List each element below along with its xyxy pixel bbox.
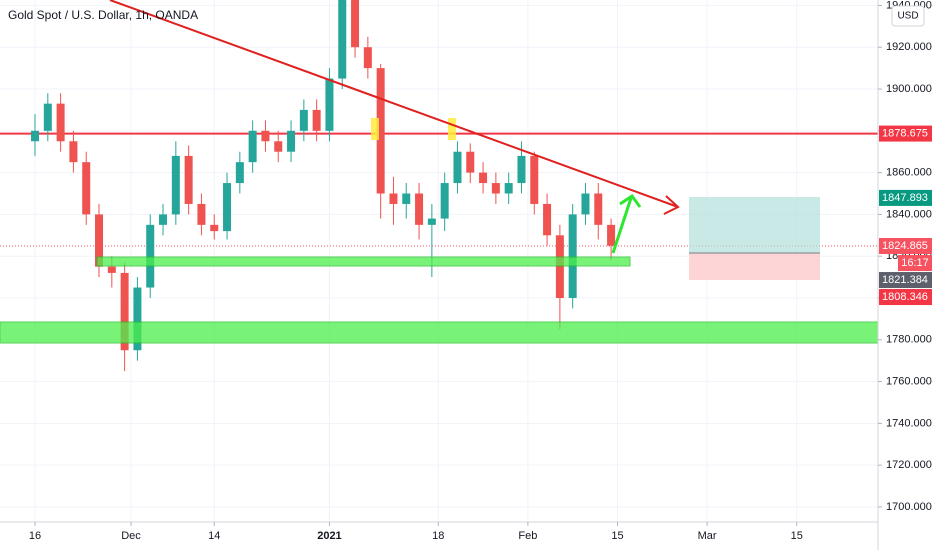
price-badge — [879, 238, 932, 255]
candle-body — [82, 162, 91, 215]
candle-body — [235, 162, 244, 184]
candle-body — [479, 172, 488, 184]
candle-body — [389, 193, 398, 204]
candle-body — [607, 224, 616, 246]
candle-body — [376, 68, 385, 194]
candle-body — [555, 235, 564, 298]
candle-body — [338, 0, 347, 79]
x-tick-label: 2021 — [317, 530, 341, 542]
candle-body — [223, 183, 232, 232]
price-badge — [879, 289, 932, 306]
y-tick-label: 1740.000 — [886, 417, 932, 429]
y-tick-label: 1780.000 — [886, 334, 932, 346]
axis-labels: 1700.000 1720.000 1740.000 1760.000 1780.000… — [29, 0, 932, 542]
candle-body — [517, 155, 526, 184]
candle-body — [197, 203, 206, 225]
candle-body — [415, 193, 424, 225]
candle-body — [453, 151, 462, 184]
chart-title: Gold Spot / U.S. Dollar, 1h, OANDA — [8, 8, 198, 22]
marker — [448, 118, 456, 140]
y-tick-label: 1900.000 — [886, 83, 932, 95]
projection-arrow — [611, 197, 633, 254]
y-tick-label: 1920.000 — [886, 41, 932, 53]
y-tick-label: 1700.000 — [886, 501, 932, 513]
price-badge-label: 1847.893 — [882, 192, 928, 204]
price-badge-label: 1808.346 — [882, 291, 928, 303]
price-badge-label: 1878.675 — [882, 127, 928, 139]
x-tick-label: Feb — [518, 530, 537, 542]
price-badges: 1878.675 1847.893 1824.865 16:17 1821.384 180… — [879, 125, 932, 306]
candle-body — [440, 183, 449, 219]
candle-body — [261, 130, 270, 142]
x-tick-label: Mar — [698, 530, 717, 542]
x-tick-label: 18 — [432, 530, 444, 542]
candle-body — [69, 141, 78, 163]
loss-zone — [689, 253, 820, 280]
candle-body — [543, 203, 552, 236]
x-tick-label: 15 — [611, 530, 623, 542]
candle-body — [427, 218, 436, 225]
candle-body — [530, 155, 539, 204]
candle-body — [159, 214, 168, 225]
candle-body — [594, 193, 603, 225]
currency-button[interactable] — [891, 5, 925, 27]
candle-body — [133, 287, 142, 351]
candle-body — [581, 193, 590, 215]
x-tick-label: 14 — [208, 530, 220, 542]
x-tick-label: 15 — [791, 530, 803, 542]
candle-body — [107, 266, 116, 273]
candle-body — [248, 130, 257, 163]
time-axis — [0, 522, 878, 550]
candle-body — [351, 0, 360, 48]
candle-body — [171, 155, 180, 215]
price-badge — [879, 272, 932, 289]
x-tick-label: 16 — [29, 530, 41, 542]
marker — [371, 118, 379, 140]
candle-body — [402, 193, 411, 204]
candle-body — [31, 130, 40, 142]
x-tick-label: Dec — [121, 530, 141, 542]
candles — [31, 0, 616, 372]
candle-body — [274, 141, 283, 152]
candle-body — [287, 130, 296, 152]
candle-body — [491, 183, 500, 194]
candle-body — [43, 103, 52, 131]
y-tick-label: 1860.000 — [886, 167, 932, 179]
projection-arrow-head — [619, 193, 642, 208]
y-tick-label: 1760.000 — [886, 375, 932, 387]
support-zone — [96, 256, 631, 267]
candle-body — [56, 103, 65, 142]
candle-body — [325, 78, 334, 131]
price-badge — [879, 125, 932, 142]
candle-body — [363, 47, 372, 69]
profit-zone — [689, 197, 820, 253]
countdown: 16:17 — [901, 257, 929, 269]
candle-body — [184, 155, 193, 204]
y-tick-label: 1720.000 — [886, 459, 932, 471]
trend-arrow — [663, 195, 680, 215]
support-zone — [0, 321, 879, 344]
candle-body — [299, 109, 308, 131]
countdown-badge — [898, 255, 932, 272]
price-badge-label: 1824.865 — [882, 240, 928, 252]
trend-line — [109, 0, 679, 208]
candle-body — [504, 183, 513, 194]
candle-body — [466, 151, 475, 173]
price-badge-label: 1821.384 — [882, 274, 928, 286]
currency[interactable]: USD — [897, 11, 918, 22]
candle-body — [210, 224, 219, 232]
candle-body — [146, 224, 155, 288]
candle-body — [120, 272, 129, 351]
candle-body — [568, 214, 577, 298]
price-badge — [879, 189, 932, 206]
candle-body — [312, 109, 321, 131]
y-tick-label: 1840.000 — [886, 208, 932, 220]
candle-body — [95, 214, 104, 267]
